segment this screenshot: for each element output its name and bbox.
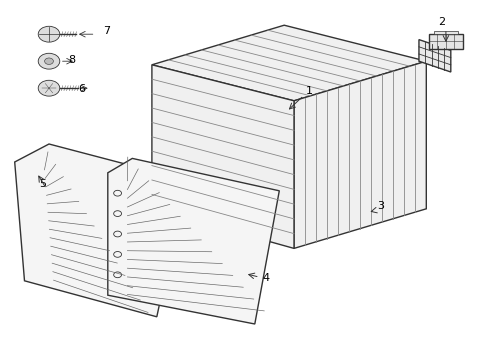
Text: 2: 2 <box>439 17 446 27</box>
Polygon shape <box>15 144 186 317</box>
Text: 5: 5 <box>39 179 46 189</box>
Polygon shape <box>419 40 451 72</box>
Text: 8: 8 <box>69 55 76 65</box>
FancyBboxPatch shape <box>429 34 463 49</box>
Text: 4: 4 <box>262 273 270 283</box>
Text: 3: 3 <box>377 201 384 211</box>
Polygon shape <box>152 25 426 101</box>
Polygon shape <box>294 61 426 248</box>
Polygon shape <box>152 65 294 248</box>
Text: 1: 1 <box>306 86 313 96</box>
Text: 7: 7 <box>103 26 110 36</box>
Bar <box>434 31 458 34</box>
Circle shape <box>38 53 60 69</box>
Polygon shape <box>108 158 279 324</box>
Circle shape <box>45 58 53 64</box>
Text: 6: 6 <box>78 84 85 94</box>
Circle shape <box>38 26 60 42</box>
Circle shape <box>38 80 60 96</box>
